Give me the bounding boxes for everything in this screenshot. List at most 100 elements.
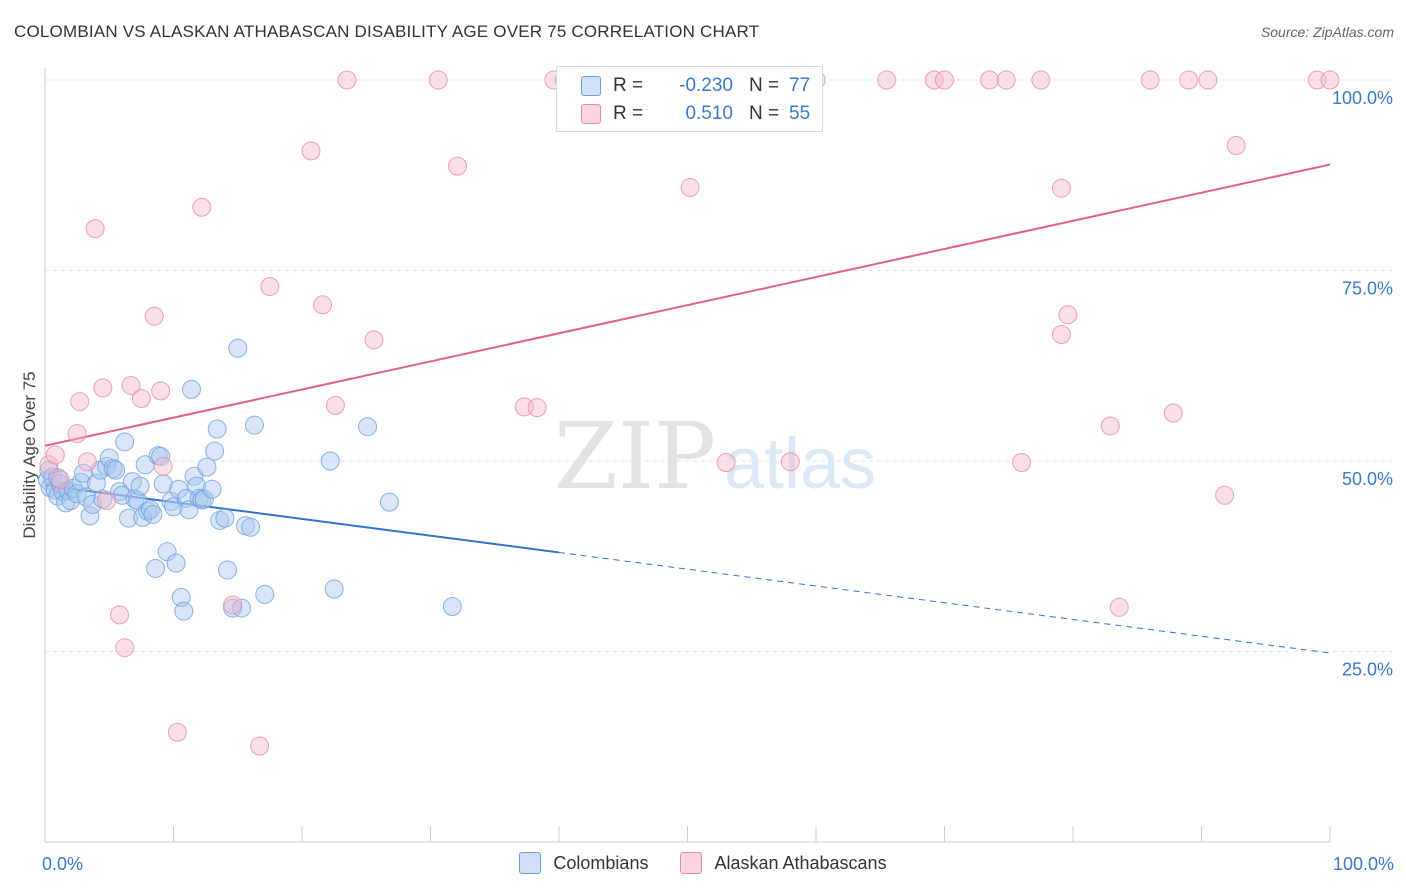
athabascan-point: [1051, 325, 1071, 345]
athabascan-point: [260, 277, 280, 297]
legend-n-value: 55: [789, 103, 811, 124]
grid-lines: [45, 79, 1392, 652]
colombian-point: [379, 492, 399, 512]
athabascan-point: [70, 392, 90, 412]
colombian-point: [194, 489, 214, 509]
legend-swatch-colombians: [519, 852, 542, 874]
athabascan-point: [67, 424, 87, 444]
athabascan-point: [313, 295, 333, 315]
athabascan-point: [527, 398, 547, 418]
athabascan-point: [85, 219, 105, 239]
y-tick-label: 50.0%: [1342, 469, 1393, 489]
athabascan-point: [1012, 453, 1032, 473]
athabascan-point: [1179, 70, 1199, 90]
athabascan-point: [877, 70, 897, 90]
legend-r-value: 0.510: [685, 103, 733, 124]
athabascan-point: [1051, 178, 1071, 198]
athabascan-point: [716, 453, 736, 473]
legend-label-athabascans: Alaskan Athabascans: [714, 852, 887, 873]
athabascan-point: [45, 445, 65, 465]
athabascan-point: [780, 452, 800, 472]
athabascan-point: [447, 156, 467, 176]
colombian-point: [106, 460, 126, 480]
athabascan-point: [223, 595, 243, 615]
colombian-point: [146, 558, 166, 578]
athabascan-point: [301, 141, 321, 161]
legend-label-colombians: Colombians: [553, 852, 649, 873]
watermark: ZIP atlas: [554, 403, 876, 510]
colombian-point: [99, 448, 119, 468]
legend-item-athabascans: Alaskan Athabascans: [680, 852, 887, 874]
watermark-zip: ZIP: [554, 403, 716, 510]
legend-r-value: -0.230: [679, 75, 733, 96]
legend-r-label: R =: [613, 75, 644, 96]
colombian-point: [241, 517, 261, 537]
colombian-point: [255, 584, 275, 604]
athabascan-point: [39, 455, 59, 475]
athabascan-point: [996, 70, 1016, 90]
colombian-point: [174, 601, 194, 621]
athabascan-point: [151, 381, 171, 401]
colombian-point: [358, 417, 378, 437]
y-axis-label: Disability Age Over 75: [20, 371, 39, 538]
y-tick-label: 100.0%: [1332, 88, 1393, 108]
athabascan-point: [337, 70, 357, 90]
colombian-point: [130, 476, 150, 496]
athabascan-point: [935, 70, 954, 90]
colombian-point: [207, 419, 227, 439]
athabascan-point: [131, 389, 151, 409]
colombian-point: [119, 508, 139, 528]
colombian-point: [442, 597, 462, 617]
legend-row-athabascans: R = 0.510 N = 55: [557, 101, 829, 127]
colombian-point: [244, 415, 264, 435]
athabascan-point: [167, 722, 187, 742]
chart-title: COLOMBIAN VS ALASKAN ATHABASCAN DISABILI…: [14, 22, 760, 41]
colombian-point: [48, 468, 68, 488]
athabascan-point: [144, 306, 164, 326]
athabascan-point: [93, 378, 113, 398]
colombian-point: [181, 379, 201, 399]
legend-row-colombians: R = -0.230 N = 77: [557, 73, 829, 99]
correlation-legend: R = -0.230 N = 77 R = 0.510 N = 55: [556, 66, 823, 132]
athabascan-point: [1163, 403, 1183, 423]
colombian-point: [161, 491, 181, 511]
colombian-point: [205, 441, 225, 461]
source-label: Source: ZipAtlas.com: [1260, 24, 1394, 40]
colombian-point: [320, 451, 340, 471]
athabascan-point: [1031, 70, 1051, 90]
y-tick-label: 75.0%: [1342, 279, 1393, 299]
athabascan-point: [1058, 305, 1078, 325]
colombian-point: [202, 479, 222, 499]
colombian-point: [83, 494, 103, 514]
legend-n-label: N =: [749, 103, 780, 124]
legend-swatch-colombians: [581, 76, 601, 96]
y-tick-label: 25.0%: [1342, 660, 1393, 680]
athabascan-point: [110, 605, 130, 625]
athabascan-point: [1320, 70, 1340, 90]
athabascan-trend-line: [44, 163, 1331, 447]
legend-r-label: R =: [613, 103, 644, 124]
colombian-point: [228, 338, 248, 358]
athabascan-point: [121, 376, 141, 396]
tick-labels: 25.0% 50.0% 75.0% 100.0% 0.0% 100.0%: [42, 88, 1394, 874]
colombian-point: [133, 507, 153, 527]
legend-n-label: N =: [749, 75, 780, 96]
legend-n-value: 77: [789, 75, 811, 96]
legend-swatch-athabascans: [680, 852, 703, 874]
athabascan-point: [1215, 485, 1235, 505]
colombian-point: [80, 506, 100, 526]
athabascan-point: [77, 452, 97, 472]
colombian-point: [215, 508, 235, 528]
data-points: [38, 70, 1340, 756]
colombian-point: [324, 579, 344, 599]
colombian-point: [210, 510, 230, 530]
legend-item-colombians: Colombians: [519, 852, 648, 874]
colombian-point: [112, 485, 132, 505]
athabascan-point: [325, 395, 345, 415]
athabascan-point: [1140, 70, 1160, 90]
colombian-point: [166, 553, 186, 573]
colombian-point: [217, 560, 237, 580]
athabascan-point: [680, 177, 700, 197]
colombian-point: [86, 473, 106, 493]
